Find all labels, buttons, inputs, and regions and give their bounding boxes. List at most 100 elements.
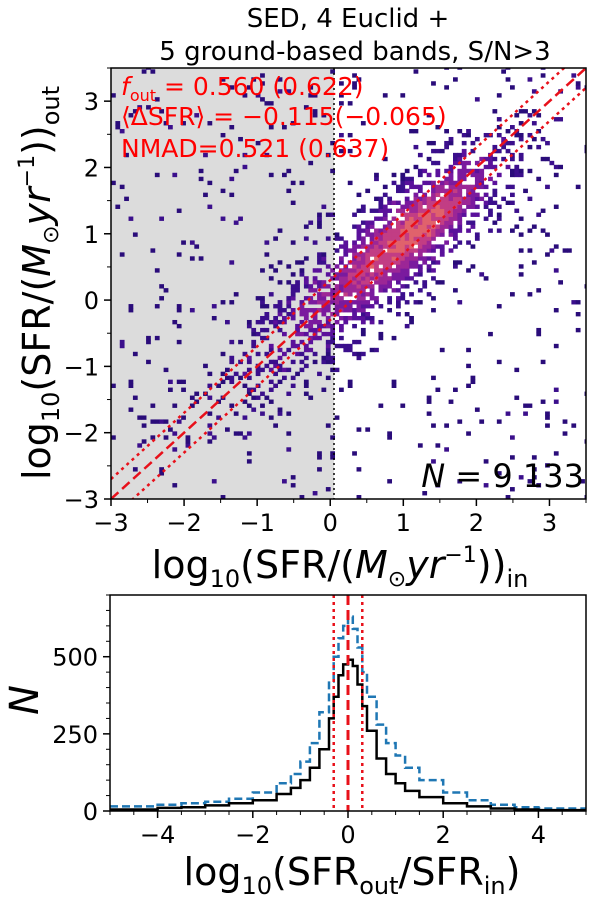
- density-bin: [396, 232, 401, 237]
- density-bin: [409, 252, 414, 257]
- density-bin: [308, 335, 314, 341]
- density-bin: [514, 172, 520, 178]
- density-bin: [189, 256, 195, 261]
- density-bin: [343, 292, 349, 297]
- density-bin: [426, 244, 432, 249]
- density-bin: [330, 367, 336, 373]
- density-bin: [347, 132, 353, 138]
- chart-title-line-2: 5 ground-based bands, S/N>3: [159, 37, 550, 67]
- density-bin: [360, 312, 366, 317]
- density-bin: [382, 208, 388, 213]
- density-bin: [453, 77, 458, 82]
- density-bin: [514, 224, 520, 229]
- density-bin: [453, 200, 458, 205]
- density-bin: [431, 260, 436, 265]
- density-bin: [343, 308, 349, 313]
- density-bin: [426, 224, 432, 229]
- density-bin: [330, 335, 336, 341]
- density-bin: [111, 383, 116, 388]
- density-bin: [448, 232, 454, 237]
- density-bin: [154, 268, 160, 273]
- density-bin: [303, 355, 309, 361]
- density-bin: [431, 459, 436, 464]
- density-bin: [457, 260, 463, 265]
- density-bin: [330, 212, 336, 217]
- density-bin: [115, 125, 121, 130]
- density-bin: [303, 383, 309, 388]
- density-bin: [360, 296, 366, 301]
- density-bin: [387, 431, 393, 436]
- density-bin: [505, 77, 511, 82]
- density-bin: [378, 236, 384, 241]
- density-bin: [409, 244, 414, 249]
- density-bin: [396, 220, 401, 225]
- density-bin: [321, 292, 327, 297]
- density-bin: [404, 252, 410, 257]
- density-bin: [470, 188, 476, 194]
- density-bin: [413, 216, 419, 221]
- density-bin: [448, 399, 454, 404]
- density-bin: [303, 276, 309, 281]
- density-bin: [396, 208, 401, 213]
- density-bin: [238, 136, 243, 142]
- density-bin: [466, 363, 471, 369]
- density-bin: [448, 176, 454, 182]
- density-bin: [132, 232, 138, 237]
- density-bin: [488, 208, 493, 213]
- density-bin: [220, 77, 226, 82]
- density-bin: [496, 93, 502, 98]
- density-bin: [343, 268, 349, 273]
- density-bin: [321, 308, 327, 313]
- density-bin: [448, 184, 454, 190]
- density-bin: [409, 232, 414, 237]
- density-bin: [417, 188, 423, 194]
- density-bin: [470, 172, 476, 178]
- density-bin: [264, 240, 270, 245]
- density-bin: [347, 379, 353, 385]
- density-bin: [343, 343, 349, 349]
- density-bin: [457, 216, 463, 221]
- density-bin: [299, 180, 305, 186]
- density-bin: [360, 240, 366, 245]
- density-bin: [391, 379, 397, 385]
- density-bin: [356, 339, 362, 345]
- density-bin: [207, 371, 213, 377]
- density-bin: [246, 367, 252, 373]
- density-bin: [374, 296, 379, 301]
- density-bin: [444, 216, 450, 221]
- density-bin: [391, 232, 397, 237]
- density-bin: [194, 244, 200, 249]
- density-bin: [185, 439, 191, 444]
- density-bin: [553, 117, 559, 122]
- density-bin: [527, 292, 533, 297]
- density-bin: [150, 435, 156, 440]
- density-bin: [251, 343, 257, 349]
- density-bin: [575, 85, 581, 90]
- density-bin: [417, 288, 423, 293]
- density-bin: [286, 264, 292, 269]
- density-bin: [417, 232, 423, 237]
- density-bin: [505, 200, 511, 205]
- density-bin: [382, 288, 388, 293]
- density-bin: [387, 308, 393, 313]
- density-bin: [146, 335, 151, 341]
- density-bin: [558, 280, 564, 285]
- density-bin: [387, 248, 393, 253]
- density-bin: [413, 256, 419, 261]
- density-bin: [299, 359, 305, 365]
- density-bin: [457, 208, 463, 213]
- density-bin: [273, 371, 279, 377]
- density-bin: [536, 331, 542, 337]
- density-bin: [168, 125, 173, 130]
- density-bin: [159, 109, 165, 114]
- density-bin: [466, 168, 471, 174]
- density-bin: [277, 407, 283, 412]
- density-bin: [317, 451, 322, 456]
- density-bin: [426, 248, 432, 253]
- fout-annotation: fout = 0.560 (0.622): [121, 72, 363, 105]
- density-bin: [356, 288, 362, 293]
- density-bin: [347, 347, 353, 353]
- density-bin: [356, 264, 362, 269]
- density-bin: [347, 383, 353, 388]
- density-bin: [325, 304, 331, 309]
